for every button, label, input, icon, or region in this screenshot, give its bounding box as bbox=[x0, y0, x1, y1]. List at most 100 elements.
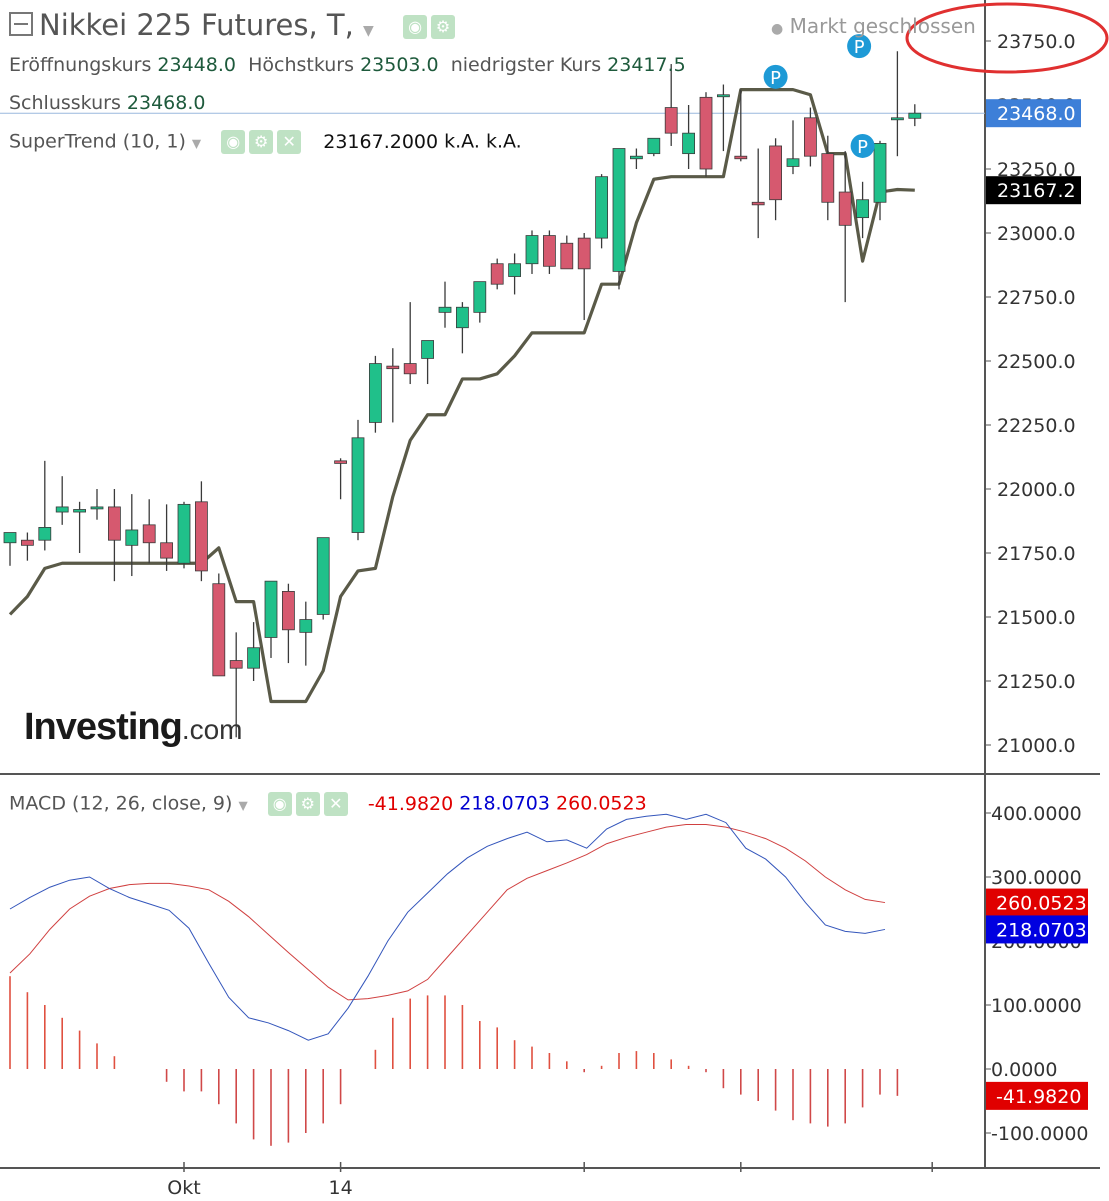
candle-up[interactable] bbox=[717, 84, 730, 152]
candle-up[interactable] bbox=[316, 537, 330, 620]
candle-down[interactable] bbox=[838, 151, 852, 303]
candle-up[interactable] bbox=[421, 340, 435, 385]
price-tick-label: 21500.0 bbox=[997, 607, 1076, 629]
candle-up[interactable] bbox=[264, 580, 278, 658]
candle-up[interactable] bbox=[351, 419, 365, 541]
candle-up[interactable] bbox=[455, 302, 469, 354]
macd-pane[interactable] bbox=[9, 813, 899, 1146]
instrument-name: Nikkei 225 Futures, T, bbox=[39, 8, 354, 42]
candle-up[interactable] bbox=[473, 281, 487, 323]
candle-up[interactable] bbox=[856, 181, 869, 239]
price-tick-label: 23250.0 bbox=[997, 159, 1076, 181]
candle-up[interactable] bbox=[630, 148, 643, 169]
chevron-down-icon[interactable]: ▼ bbox=[191, 136, 202, 151]
candle-up[interactable] bbox=[786, 120, 800, 175]
time-tick-label: Okt bbox=[167, 1177, 200, 1199]
ohlc-legend: Eröffnungskurs 23448.0 Höchstkurs 23503.… bbox=[9, 54, 686, 76]
candle-down[interactable] bbox=[751, 148, 765, 239]
pivot-marker[interactable] bbox=[847, 34, 872, 59]
candle-up[interactable] bbox=[647, 137, 661, 157]
eye-icon[interactable]: ◉ bbox=[403, 15, 428, 39]
candle-up[interactable] bbox=[873, 140, 887, 221]
gear-icon[interactable]: ⚙ bbox=[249, 130, 274, 154]
macd-tick-label: 0.0000 bbox=[991, 1059, 1057, 1081]
candle-body bbox=[473, 281, 487, 313]
candle-layer[interactable] bbox=[3, 51, 922, 738]
close-icon[interactable]: ✕ bbox=[277, 130, 302, 154]
candle-down[interactable] bbox=[699, 92, 713, 177]
collapse-icon[interactable] bbox=[9, 12, 33, 36]
candle-body bbox=[368, 363, 382, 423]
candle-up[interactable] bbox=[908, 104, 922, 127]
macd-legend[interactable]: MACD (12, 26, close, 9) ▼ ◉ ⚙ ✕ -41.9820 2… bbox=[9, 792, 647, 816]
eye-icon[interactable]: ◉ bbox=[221, 130, 246, 154]
candle-down[interactable] bbox=[734, 89, 748, 162]
eye-icon[interactable]: ◉ bbox=[267, 792, 292, 816]
price-tick-label: 21750.0 bbox=[997, 543, 1076, 565]
candle-up[interactable] bbox=[368, 355, 382, 433]
time-axis[interactable]: Okt 14 bbox=[167, 1162, 933, 1199]
candle-down[interactable] bbox=[142, 499, 156, 564]
candle-up[interactable] bbox=[438, 281, 452, 328]
chart-title[interactable]: Nikkei 225 Futures, T, ▼ ◉ ⚙ bbox=[9, 8, 459, 42]
chevron-down-icon[interactable]: ▼ bbox=[238, 798, 248, 813]
candle-down[interactable] bbox=[229, 632, 243, 738]
macd-signal-value: 260.0523 bbox=[556, 792, 647, 815]
candle-down[interactable] bbox=[281, 583, 295, 664]
candle-body bbox=[508, 263, 522, 277]
candle-down[interactable] bbox=[577, 233, 591, 321]
macd-label-box bbox=[986, 915, 1088, 944]
candle-down[interactable] bbox=[334, 458, 348, 500]
candle-up[interactable] bbox=[508, 253, 522, 295]
candle-up[interactable] bbox=[525, 230, 539, 274]
price-label-text: 23167.2 bbox=[997, 180, 1076, 202]
candle-up[interactable] bbox=[595, 174, 608, 249]
candle-up[interactable] bbox=[90, 489, 104, 520]
candle-down[interactable] bbox=[560, 235, 574, 270]
candle-down[interactable] bbox=[664, 64, 678, 146]
candle-down[interactable] bbox=[769, 138, 782, 221]
candle-down[interactable] bbox=[160, 504, 174, 571]
candle-down[interactable] bbox=[403, 302, 417, 385]
candle-up[interactable] bbox=[299, 601, 313, 666]
candle-down[interactable] bbox=[804, 107, 817, 167]
candle-body bbox=[769, 145, 782, 201]
candle-down[interactable] bbox=[386, 348, 400, 423]
candle-down[interactable] bbox=[20, 532, 34, 561]
candle-body bbox=[804, 117, 817, 157]
candle-up[interactable] bbox=[247, 622, 261, 681]
pivot-marker[interactable] bbox=[763, 64, 788, 89]
candle-up[interactable] bbox=[612, 148, 626, 290]
candle-up[interactable] bbox=[55, 476, 69, 525]
candle-down[interactable] bbox=[490, 258, 504, 290]
candle-down[interactable] bbox=[212, 573, 226, 677]
price-pane[interactable] bbox=[0, 0, 1100, 1169]
candle-body bbox=[299, 619, 313, 633]
candle-down[interactable] bbox=[194, 481, 208, 582]
pivot-marker[interactable] bbox=[850, 133, 875, 158]
price-axis[interactable]: 21000.0 21250.0 21500.0 21750.0 22000.0 22250… bbox=[985, 31, 1081, 757]
gear-icon[interactable]: ⚙ bbox=[431, 15, 456, 39]
gear-icon[interactable]: ⚙ bbox=[295, 792, 320, 816]
candle-up[interactable] bbox=[38, 460, 52, 551]
macd-axis[interactable]: -100.00000.0000100.0000200.0000300.00004… bbox=[985, 803, 1089, 1145]
candle-up[interactable] bbox=[3, 532, 17, 566]
supertrend-legend[interactable]: SuperTrend (10, 1) ▼ ◉ ⚙ ✕ 23167.2000 k.A.… bbox=[9, 130, 522, 154]
candle-body bbox=[229, 660, 243, 669]
candle-up[interactable] bbox=[891, 51, 904, 157]
close-icon[interactable]: ✕ bbox=[323, 792, 348, 816]
candle-body bbox=[3, 532, 17, 544]
candle-up[interactable] bbox=[125, 494, 139, 577]
candle-up[interactable] bbox=[682, 105, 695, 169]
candle-body bbox=[838, 191, 852, 226]
candle-down[interactable] bbox=[543, 230, 556, 274]
candle-body bbox=[908, 112, 922, 119]
open-value: 23448.0 bbox=[157, 54, 236, 76]
candle-down[interactable] bbox=[108, 489, 121, 582]
candle-down[interactable] bbox=[821, 135, 835, 221]
price-tick-label: 21000.0 bbox=[997, 735, 1076, 757]
candle-up[interactable] bbox=[73, 501, 86, 553]
candle-up[interactable] bbox=[177, 501, 191, 569]
chevron-down-icon[interactable]: ▼ bbox=[363, 23, 374, 39]
